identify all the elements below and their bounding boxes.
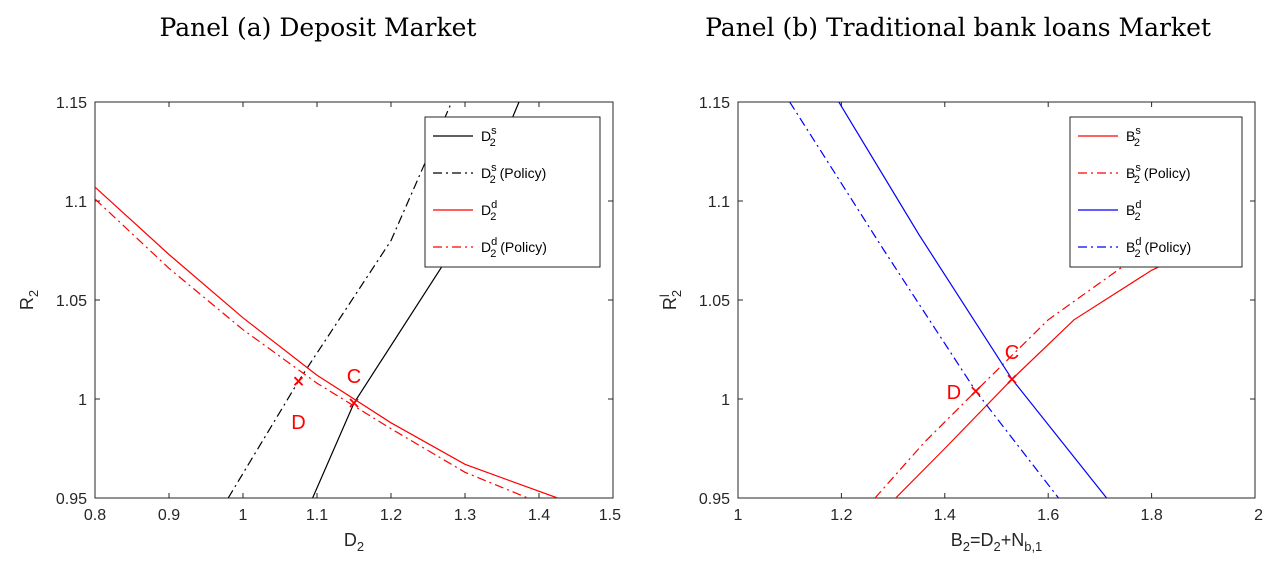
bank-loans-market-panel: Panel (b) Traditional bank loans Market … — [657, 13, 1263, 554]
x-tick-label: 1.4 — [934, 507, 956, 524]
x-axis-label: D2 — [344, 530, 364, 554]
y-tick-label: 1.05 — [699, 293, 730, 310]
point-label: C — [1005, 342, 1019, 364]
legend-entry: Ds 2 — [481, 125, 497, 149]
series-line-2 — [838, 102, 1108, 498]
deposit-market-panel: Panel (a) Deposit Market 0.8 0.9 1 1.1 1.2 1.… — [17, 13, 621, 554]
x-tick-label: 1.2 — [830, 507, 852, 524]
x-tick-label: 0.9 — [158, 507, 180, 524]
x-tick-label: 1 — [239, 507, 248, 524]
y-tick-label: 1.15 — [56, 95, 87, 112]
legend-entry: Ds 2 (Policy) — [481, 162, 546, 186]
panel-title: Panel (b) Traditional bank loans Market — [705, 13, 1211, 42]
y-tick-label: 1 — [721, 392, 730, 409]
legend: Bs 2 Bs 2 (Policy) Bd 2 Bd 2 (Policy) — [1069, 116, 1243, 268]
series-line-3 — [95, 198, 529, 498]
legend-entry: Bd 2 (Policy) — [1126, 236, 1191, 260]
point-label: D — [291, 412, 305, 434]
y-tick-label: 0.95 — [699, 491, 730, 508]
intersection-marker — [349, 398, 359, 408]
legend-box — [1069, 116, 1243, 268]
y-tick-label: 1.15 — [699, 95, 730, 112]
x-tick-label: 1.2 — [380, 507, 402, 524]
series-line-2 — [95, 186, 558, 498]
x-tick-label: 1.6 — [1037, 507, 1059, 524]
y-tick-label: 1.1 — [708, 194, 730, 211]
x-tick-label: 0.8 — [84, 507, 106, 524]
y-axis-label: R2 — [17, 290, 41, 310]
y-axis-label: Rl2 — [657, 290, 684, 310]
legend-entry: Dd 2 — [481, 199, 497, 223]
y-tick-label: 1.1 — [65, 194, 87, 211]
panel-title: Panel (a) Deposit Market — [160, 13, 477, 42]
y-tick-label: 1.05 — [56, 293, 87, 310]
x-tick-label: 1.4 — [528, 507, 550, 524]
x-tick-label: 2 — [1254, 507, 1263, 524]
series-line-3 — [789, 102, 1059, 498]
y-tick-label: 1 — [78, 392, 87, 409]
series-line-0 — [895, 249, 1194, 498]
x-tick-label: 1 — [734, 507, 743, 524]
legend-entry: Bs 2 — [1126, 125, 1141, 149]
series-line-1 — [227, 102, 453, 498]
intersection-marker — [1007, 374, 1017, 384]
legend: Ds 2 Ds 2 (Policy) Dd 2 Dd 2 (Policy) — [424, 116, 601, 268]
x-tick-label: 1.5 — [599, 507, 621, 524]
point-label: D — [947, 382, 961, 404]
intersection-marker — [293, 376, 304, 386]
legend-entry: Bs 2 (Policy) — [1126, 162, 1191, 186]
series-line-1 — [874, 236, 1183, 498]
y-tick-label: 0.95 — [56, 491, 87, 508]
x-axis-label: B2=D2+Nb,1 — [951, 530, 1043, 554]
intersection-marker — [971, 386, 981, 396]
legend-entry: Dd 2 (Policy) — [481, 236, 547, 260]
legend-entry: Bd 2 — [1126, 199, 1141, 223]
x-tick-label: 1.1 — [306, 507, 328, 524]
x-tick-label: 1.3 — [454, 507, 476, 524]
point-label: C — [347, 366, 361, 388]
x-tick-label: 1.8 — [1140, 507, 1162, 524]
legend-box — [424, 116, 601, 268]
